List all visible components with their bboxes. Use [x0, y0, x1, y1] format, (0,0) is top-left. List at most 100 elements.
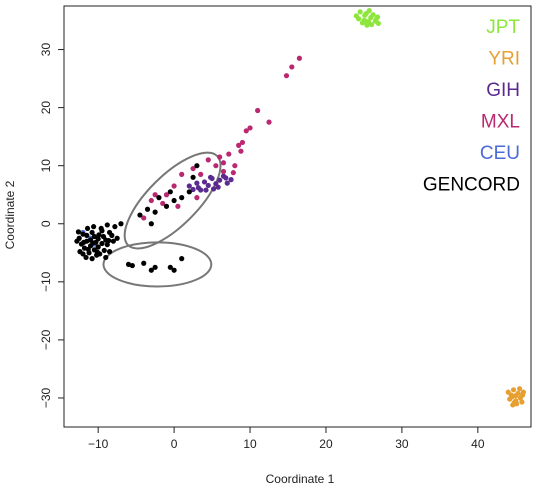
point-yri	[507, 396, 513, 402]
point-jpt	[373, 16, 379, 22]
point-gencord	[104, 222, 110, 228]
point-yri	[519, 399, 525, 405]
y-tick-label: −10	[39, 271, 53, 292]
point-gencord	[90, 240, 96, 246]
point-mxl	[213, 163, 219, 169]
highlight-ellipse	[102, 241, 213, 288]
y-tick-label: 20	[39, 101, 53, 115]
point-mxl	[243, 128, 249, 134]
point-gih	[224, 180, 230, 186]
point-mxl	[220, 160, 227, 166]
point-gencord	[100, 233, 107, 240]
point-mxl	[236, 142, 242, 148]
point-mxl	[217, 154, 223, 160]
y-tick-label: 0	[39, 220, 53, 227]
point-gencord	[144, 206, 151, 212]
point-gencord	[167, 189, 173, 195]
x-tick-label: 40	[471, 437, 485, 451]
point-yri	[513, 393, 519, 399]
point-gencord	[179, 256, 185, 262]
point-gencord	[89, 256, 95, 262]
point-gencord	[171, 197, 177, 204]
point-gih	[194, 180, 200, 186]
point-yri	[517, 386, 523, 392]
point-mxl	[296, 55, 302, 61]
point-gencord	[75, 229, 82, 235]
x-tick-label: 20	[319, 437, 333, 451]
point-gencord	[152, 264, 158, 270]
point-gencord	[156, 195, 162, 201]
point-mxl	[283, 73, 290, 79]
point-mxl	[247, 125, 253, 131]
series-jpt	[353, 8, 381, 28]
legend-label-mxl: MXL	[481, 112, 520, 133]
point-gih	[201, 179, 208, 185]
points-layer	[74, 8, 527, 408]
point-mxl	[152, 192, 158, 198]
point-gencord	[84, 225, 91, 232]
point-gencord	[171, 267, 177, 273]
x-axis-title: Coordinate 1	[266, 472, 335, 486]
point-gencord	[148, 221, 154, 227]
legend: JPT YRI GIH MXL CEU GENCORD	[423, 17, 521, 196]
point-jpt	[362, 12, 368, 18]
series-yri	[505, 386, 527, 408]
point-mxl	[175, 203, 181, 209]
point-gencord	[98, 225, 104, 232]
y-tick-label: 30	[39, 43, 53, 57]
point-gencord	[179, 195, 185, 201]
point-gih	[190, 186, 196, 193]
point-gencord	[95, 236, 101, 242]
point-gencord	[112, 224, 118, 230]
y-axis-title: Coordinate 2	[3, 180, 17, 249]
point-gencord	[118, 221, 124, 227]
point-mxl	[194, 195, 200, 201]
legend-label-gencord: GENCORD	[423, 175, 520, 196]
point-gencord	[84, 232, 90, 238]
point-gencord	[101, 247, 107, 254]
point-mxl	[190, 165, 196, 172]
point-gih	[210, 186, 217, 192]
point-gencord	[110, 238, 116, 244]
point-mxl	[141, 215, 147, 221]
point-gencord	[85, 246, 91, 252]
point-gih	[207, 174, 214, 180]
point-mxl	[171, 183, 177, 189]
point-jpt	[366, 8, 372, 14]
series-gih	[186, 173, 234, 193]
point-gencord	[106, 237, 112, 244]
point-gencord	[80, 251, 86, 257]
series-gencord	[74, 163, 200, 273]
point-jpt	[370, 12, 376, 18]
point-gencord	[74, 238, 80, 244]
x-tick-label: 0	[171, 437, 178, 451]
y-tick-label: 10	[39, 159, 53, 173]
point-gencord	[106, 249, 113, 255]
point-mxl	[160, 200, 166, 207]
legend-label-gih: GIH	[486, 80, 520, 101]
point-yri	[508, 392, 514, 398]
point-gih	[215, 184, 221, 190]
point-mxl	[266, 119, 272, 125]
point-jpt	[362, 18, 369, 24]
point-mxl	[230, 170, 236, 176]
point-gencord	[99, 240, 105, 247]
plot-frame	[63, 5, 532, 428]
point-gencord	[103, 254, 109, 261]
annotations-layer	[102, 151, 222, 288]
point-gencord	[190, 174, 196, 180]
point-gencord	[91, 224, 97, 230]
point-gencord	[167, 264, 173, 270]
point-mxl	[255, 107, 261, 114]
ticks-layer: −10 0 10 20 30 40 −30 −20 −10 0 10 20 30	[39, 43, 485, 451]
point-jpt	[368, 21, 375, 28]
point-mxl	[226, 151, 232, 157]
point-mxl	[289, 64, 295, 70]
y-tick-label: −30	[39, 387, 53, 408]
point-gencord	[141, 260, 147, 266]
point-gencord	[152, 209, 158, 215]
point-gih	[203, 187, 209, 193]
point-mxl	[148, 197, 154, 204]
point-gencord	[91, 233, 97, 240]
